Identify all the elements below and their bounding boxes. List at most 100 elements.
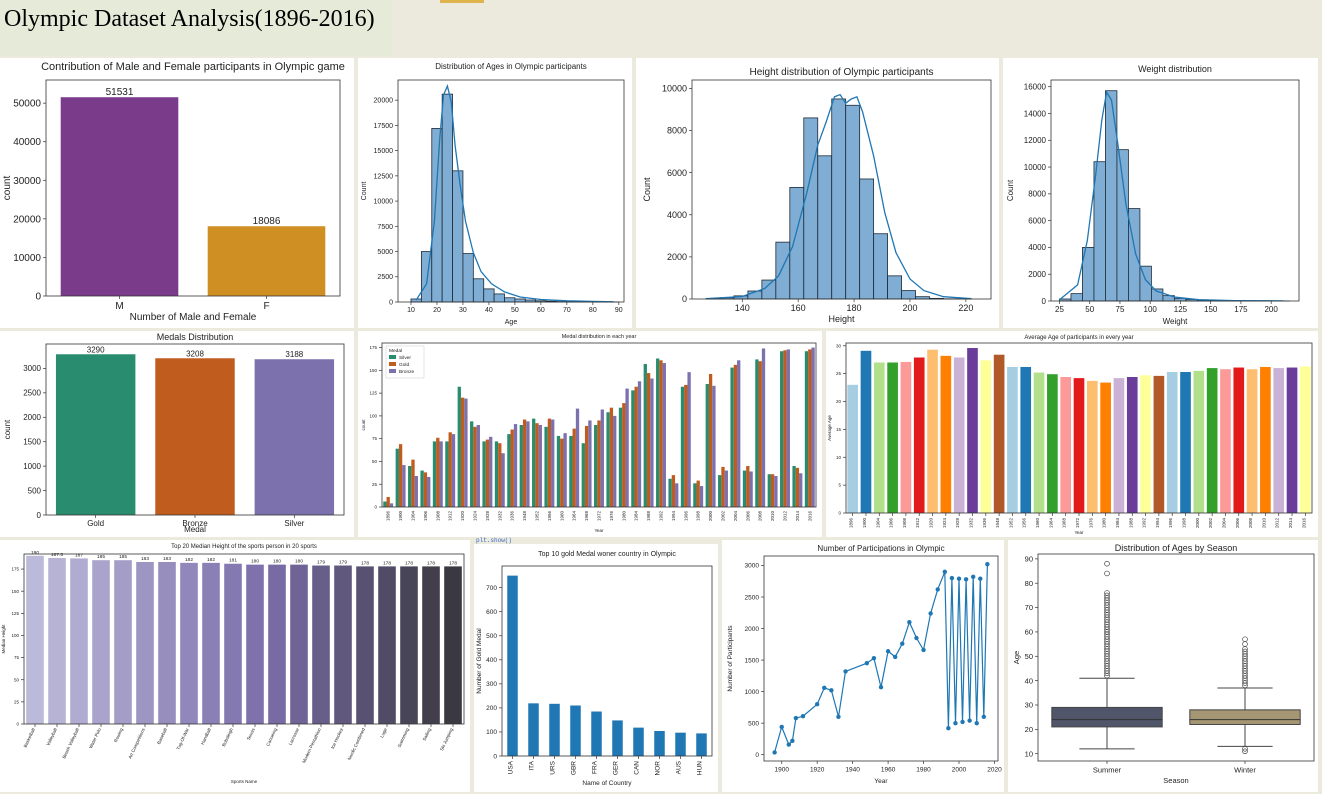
x-tick-label: GER bbox=[613, 761, 620, 775]
chart-title: Average Age of participants in every yea… bbox=[1024, 335, 1133, 341]
x-tick-label: 1912 bbox=[915, 518, 920, 529]
x-tick-label: 1956 bbox=[1022, 518, 1027, 529]
y-tick-label: 17500 bbox=[374, 123, 394, 130]
x-tick-label: 1924 bbox=[473, 511, 478, 522]
x-tick-label: 2002 bbox=[1208, 518, 1213, 529]
y-tick-label: 4000 bbox=[1028, 243, 1046, 252]
bar-Silver-1936 bbox=[507, 434, 511, 507]
y-tick-label: 1500 bbox=[745, 657, 760, 664]
top-accent-bar bbox=[440, 0, 484, 3]
x-tick-label: 75 bbox=[1116, 305, 1125, 314]
bar-Silver-1960 bbox=[556, 435, 561, 507]
x-tick-label: 1896 bbox=[849, 518, 854, 529]
x-tick-label: 1906 bbox=[889, 518, 894, 529]
y-tick-label: 30 bbox=[1025, 701, 1033, 710]
hist-bin bbox=[493, 293, 505, 303]
data-label: 190 bbox=[31, 550, 39, 556]
x-tick-label: 1896 bbox=[386, 511, 391, 522]
hist-bin bbox=[431, 128, 443, 303]
bar-Silver-2016 bbox=[804, 351, 809, 507]
outlier bbox=[1242, 636, 1248, 642]
x-tick-label: 1924 bbox=[942, 518, 947, 529]
x-tick-label: 1992 bbox=[659, 511, 664, 522]
data-point bbox=[878, 685, 884, 690]
bar-Gold-1896 bbox=[386, 496, 390, 507]
x-tick-label: 1980 bbox=[916, 767, 931, 774]
chart-participations: 1900 1920 1940 1960 1980 2000 2020 0 500 1000 1500… bbox=[727, 544, 1002, 785]
data-point bbox=[790, 738, 795, 744]
data-label: 183 bbox=[163, 556, 171, 562]
data-point bbox=[871, 655, 877, 661]
bar-Silver-1908 bbox=[432, 441, 437, 507]
hist-bin bbox=[873, 233, 889, 300]
bar-1984 bbox=[1113, 378, 1125, 513]
x-axis-label: Weight bbox=[1163, 317, 1189, 326]
x-tick-label: 80 bbox=[589, 307, 597, 314]
x-tick-label: 1960 bbox=[559, 511, 564, 522]
y-tick-label: 100 bbox=[369, 413, 377, 418]
bar-HUN bbox=[696, 733, 707, 756]
y-tick-label: 2000 bbox=[23, 413, 41, 422]
chart-average-age: 1896 1900 1904 1906 1908 1912 1920 1924 1928 1932… bbox=[827, 335, 1313, 535]
outlier bbox=[1104, 560, 1110, 567]
bar-Silver-1924 bbox=[470, 421, 474, 507]
x-tick-label: 1984 bbox=[634, 511, 639, 522]
bar-CAN bbox=[633, 727, 644, 756]
data-label: 178 bbox=[361, 560, 369, 566]
y-axis-label: count bbox=[2, 176, 13, 201]
x-tick-label: 1988 bbox=[1128, 518, 1133, 529]
bar-Gold-2006 bbox=[746, 466, 750, 507]
x-tick-label: 2004 bbox=[1221, 518, 1226, 529]
chart-height-histogram: 140 160 180 200 220 0 2000 4000 6000 8000 10000 Hei… bbox=[642, 67, 992, 324]
bar-1896 bbox=[847, 384, 858, 513]
bar-Gold-1996 bbox=[684, 384, 688, 507]
data-point bbox=[953, 720, 958, 726]
bar-Bronze-2002 bbox=[724, 470, 728, 507]
data-point bbox=[907, 620, 912, 625]
panel-medals: 3290 Gold 3208 Bronze 3188 Silver 0 500 1000 1500… bbox=[0, 331, 354, 537]
bar-1900 bbox=[860, 350, 872, 513]
data-point bbox=[914, 635, 919, 641]
x-tick-label: 1952 bbox=[1008, 518, 1013, 529]
bar-Gold-1976 bbox=[609, 407, 614, 507]
y-tick-label: 14000 bbox=[1024, 109, 1047, 118]
bar-Bronze-1960 bbox=[563, 433, 567, 507]
data-point bbox=[786, 742, 792, 747]
x-tick-label: 1920 bbox=[929, 518, 934, 529]
data-point bbox=[772, 750, 777, 755]
chart-title: Height distribution of Olympic participa… bbox=[750, 67, 934, 78]
bar-Silver-1996 bbox=[680, 386, 685, 507]
chart-title: Weight distribution bbox=[1138, 64, 1212, 74]
y-tick-label: 100 bbox=[486, 729, 497, 736]
bar-Gold-2002 bbox=[721, 466, 725, 507]
y-tick-label: 25 bbox=[372, 482, 378, 487]
x-tick-label: Summer bbox=[1093, 766, 1122, 775]
bar-Bronze-1952 bbox=[538, 425, 542, 507]
bar-Bronze-2008 bbox=[761, 348, 766, 507]
y-tick-label: 0 bbox=[389, 299, 393, 306]
bar-Gold-2016 bbox=[808, 349, 812, 507]
bar-Gold-1998 bbox=[696, 480, 700, 507]
bar-Silver-1992 bbox=[656, 358, 660, 507]
bar-Gold-1932 bbox=[498, 443, 502, 507]
y-tick-label: 90 bbox=[1025, 554, 1033, 563]
x-tick-label: 200 bbox=[902, 303, 917, 313]
x-tick-label: 1972 bbox=[597, 511, 602, 522]
data-label: 187 bbox=[75, 552, 83, 558]
data-point bbox=[967, 718, 972, 723]
x-tick-label: Water Polo bbox=[88, 727, 102, 750]
data-point bbox=[946, 726, 951, 731]
x-tick-label: 90 bbox=[615, 307, 623, 314]
bar-Bronze-1996 bbox=[687, 372, 691, 507]
x-tick-label: 1908 bbox=[902, 518, 907, 529]
x-tick-label: 1964 bbox=[572, 511, 577, 522]
axes-frame bbox=[45, 79, 341, 297]
hist-bin bbox=[504, 297, 516, 303]
x-tick-label: 1948 bbox=[522, 511, 527, 522]
chart-age-season: Summer Winter 10 20 30 40 50 60 70 80 90 Distributi… bbox=[1012, 543, 1315, 785]
y-tick-label: 70 bbox=[1025, 603, 1033, 612]
x-tick-label: 2004 bbox=[733, 511, 738, 522]
bar-1992 bbox=[1140, 375, 1151, 513]
bar-1904 bbox=[873, 362, 885, 513]
y-tick-label: 10 bbox=[1025, 749, 1033, 758]
